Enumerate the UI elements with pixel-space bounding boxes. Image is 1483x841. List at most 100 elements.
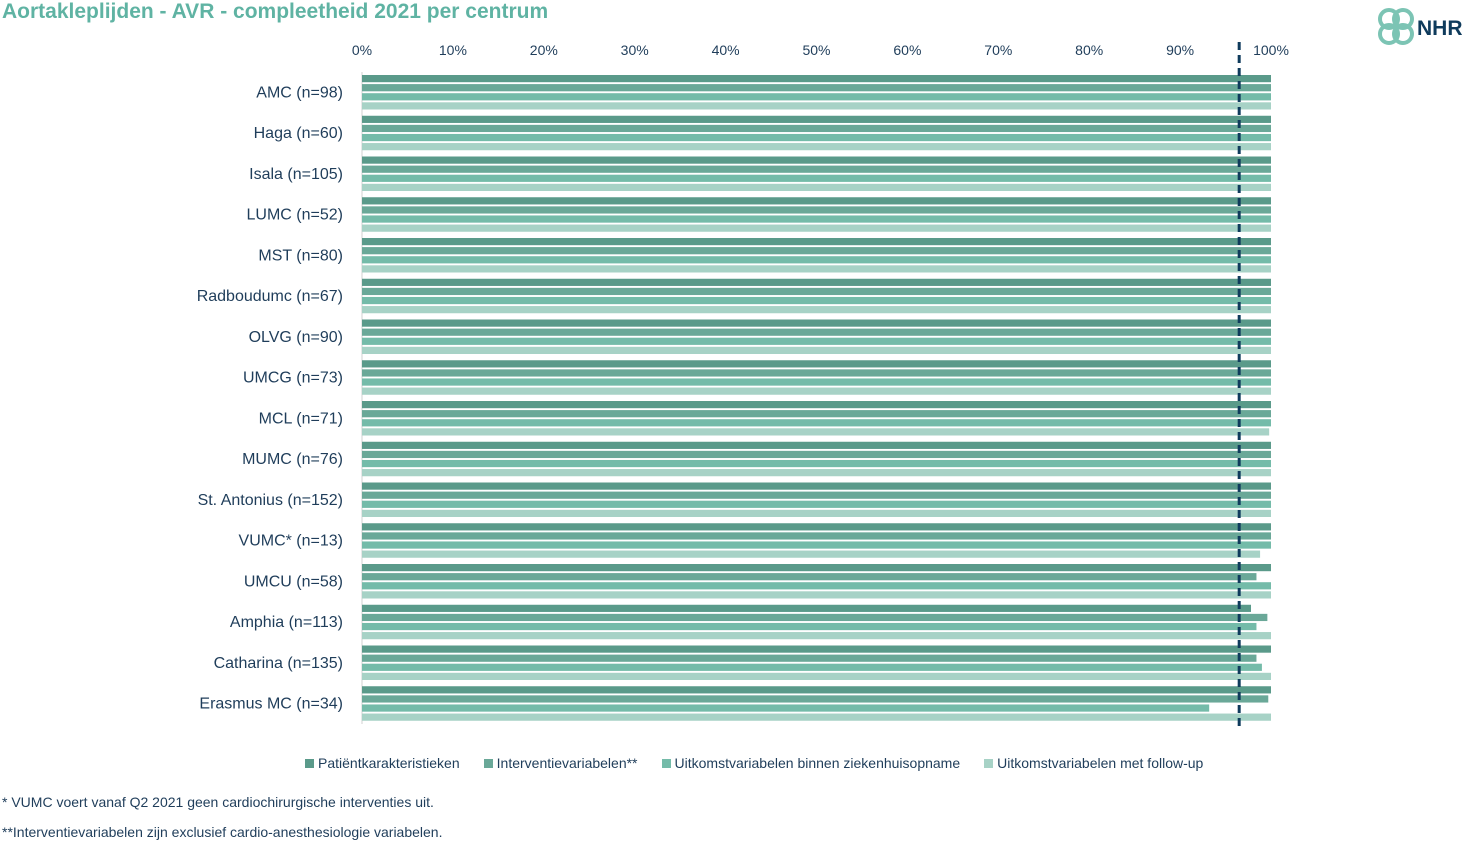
bar [362, 564, 1271, 572]
bar [362, 115, 1271, 123]
category-label: MUMC (n=76) [242, 451, 343, 468]
bar [362, 319, 1271, 327]
legend-item: Interventievariabelen** [483, 755, 638, 771]
bar [362, 672, 1271, 680]
footnote-vumc: * VUMC voert vanaf Q2 2021 geen cardioch… [2, 794, 434, 810]
legend-swatch [483, 758, 493, 768]
bar-chart: 0% 10% 20% 30% 40% 50% 60% 70% 80% 90% 100% AMC (n=… [197, 42, 1289, 726]
bar [362, 124, 1271, 133]
category-label: UMCU (n=58) [244, 573, 343, 590]
bar [362, 197, 1271, 205]
bar [362, 573, 1257, 581]
bar [362, 604, 1252, 612]
bar [362, 450, 1271, 459]
bar [362, 469, 1271, 477]
bar [362, 102, 1271, 110]
bar [362, 328, 1271, 336]
bar [362, 419, 1271, 427]
x-tick-label: 10% [439, 42, 467, 58]
bar [362, 360, 1271, 368]
x-tick-label: 70% [984, 42, 1012, 58]
x-tick-label: 60% [893, 42, 921, 58]
bar [362, 541, 1271, 549]
category-label: OLVG (n=90) [249, 329, 343, 346]
legend-item: Patiëntkarakteristieken [305, 755, 460, 771]
bar [362, 378, 1271, 386]
bar [362, 532, 1271, 540]
bar [362, 278, 1271, 286]
bar [362, 238, 1271, 246]
legend-label: Interventievariabelen** [496, 755, 638, 771]
category-label: LUMC (n=52) [247, 207, 343, 224]
bar [362, 206, 1271, 214]
legend-label: Uitkomstvariabelen met follow-up [997, 755, 1204, 771]
bar [362, 645, 1271, 653]
footnote-interventie: **Interventievariabelen zijn exclusief c… [2, 824, 443, 840]
bar [362, 654, 1257, 662]
bar [362, 133, 1271, 142]
x-tick-label: 0% [352, 42, 372, 58]
bar [362, 686, 1271, 694]
bar [362, 491, 1271, 499]
bar [362, 337, 1271, 345]
bar [362, 632, 1271, 640]
bar [362, 713, 1271, 721]
bar [362, 369, 1271, 377]
bar [362, 523, 1271, 531]
bar [362, 287, 1271, 296]
x-tick-label: 80% [1075, 42, 1103, 58]
legend-swatch [984, 758, 994, 768]
bar [362, 247, 1271, 255]
bar [362, 613, 1268, 622]
category-label: Haga (n=60) [254, 125, 343, 142]
logo-text: NHR [1417, 17, 1463, 40]
chart-title: Aortakleplijden - AVR - compleetheid 202… [2, 0, 549, 23]
category-label: AMC (n=98) [256, 84, 343, 101]
category-label: St. Antonius (n=152) [198, 492, 343, 509]
x-tick-label: 20% [530, 42, 558, 58]
bar [362, 93, 1271, 101]
bar [362, 143, 1271, 151]
bar [362, 387, 1271, 395]
bar [362, 509, 1271, 517]
bar [362, 183, 1271, 191]
nhr-logo: NHR [1378, 8, 1463, 45]
bar [362, 582, 1271, 590]
bar [362, 550, 1261, 558]
bar [362, 695, 1269, 703]
chart-legend: Patiëntkarakteristieken Interventievariab… [305, 755, 1227, 771]
category-label: Isala (n=105) [249, 166, 343, 183]
bar [362, 459, 1271, 468]
category-label: MCL (n=71) [259, 410, 343, 427]
bar [362, 256, 1271, 264]
x-tick-label: 50% [802, 42, 830, 58]
bar [362, 296, 1271, 305]
bar [362, 410, 1271, 418]
category-label: Catharina (n=135) [214, 655, 343, 672]
legend-label: Patiëntkarakteristieken [318, 755, 460, 771]
bar [362, 663, 1262, 671]
bar [362, 224, 1271, 232]
bar [362, 704, 1210, 712]
bar [362, 156, 1271, 164]
category-label: VUMC* (n=13) [239, 533, 343, 550]
bar [362, 622, 1257, 631]
category-label: Erasmus MC (n=34) [199, 696, 343, 713]
legend-item: Uitkomstvariabelen met follow-up [984, 755, 1203, 771]
bar [362, 428, 1270, 436]
bar [362, 591, 1271, 599]
x-tick-label: 40% [712, 42, 740, 58]
category-label: MST (n=80) [258, 247, 343, 264]
x-tick-label: 100% [1253, 42, 1289, 58]
bar [362, 215, 1271, 223]
bar [362, 84, 1271, 92]
nhr-knot-logo-icon [1378, 8, 1414, 45]
bar [362, 346, 1271, 354]
bar [362, 165, 1271, 173]
x-tick-label: 30% [621, 42, 649, 58]
bar [362, 306, 1271, 314]
category-label: Radboudumc (n=67) [197, 288, 343, 305]
bar [362, 401, 1271, 409]
bar [362, 75, 1271, 83]
legend-label: Uitkomstvariabelen binnen ziekenhuisopna… [674, 755, 961, 771]
